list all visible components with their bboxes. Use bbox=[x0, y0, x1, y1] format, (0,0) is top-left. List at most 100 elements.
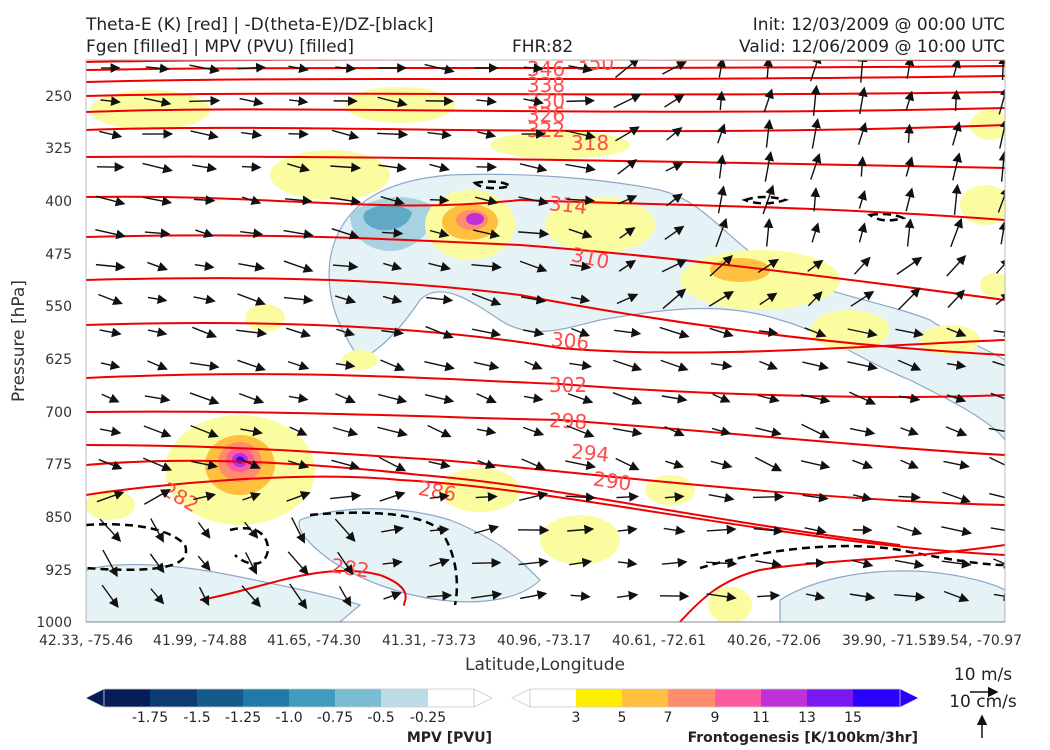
wind-vector bbox=[288, 459, 310, 470]
wind-vector bbox=[810, 60, 822, 82]
wind-vector bbox=[521, 458, 546, 471]
theta-e-label: 338 bbox=[527, 73, 565, 97]
wind-vector bbox=[807, 291, 823, 307]
wind-vector bbox=[291, 517, 305, 544]
wind-vector bbox=[847, 328, 878, 339]
wind-vector bbox=[998, 60, 1005, 81]
wind-vector bbox=[244, 552, 258, 575]
wind-vector bbox=[571, 327, 590, 337]
wind-vector bbox=[425, 325, 454, 339]
x-tick-label: 39.54, -70.97 bbox=[928, 633, 1022, 649]
wind-vector bbox=[99, 518, 122, 542]
wind-vector bbox=[753, 525, 784, 536]
wind-vector bbox=[335, 393, 356, 404]
wind-vector bbox=[424, 360, 455, 372]
wind-vector bbox=[98, 458, 123, 470]
wind-vector bbox=[757, 258, 780, 273]
fgen-colorbar-cell bbox=[511, 688, 531, 708]
fgen-colorbar-cell bbox=[530, 689, 576, 707]
fgen-colorbar-cell bbox=[622, 689, 668, 707]
wind-vector bbox=[377, 129, 409, 140]
x-tick-label: 41.31, -73.73 bbox=[382, 633, 476, 649]
wind-vector bbox=[190, 424, 219, 438]
wind-vector bbox=[946, 393, 967, 403]
wind-vector bbox=[614, 327, 642, 338]
fgen-colorbar-cell bbox=[900, 689, 918, 707]
wind-vector bbox=[518, 196, 549, 207]
wind-vector bbox=[612, 427, 643, 437]
wind-vector bbox=[759, 360, 778, 370]
wind-vector bbox=[619, 226, 636, 239]
mpv-colorbar-tick: -0.75 bbox=[317, 710, 353, 726]
x-axis-label: Latitude,Longitude bbox=[465, 655, 625, 675]
y-axis-label: Pressure [hPa] bbox=[9, 280, 29, 402]
wind-vector bbox=[332, 426, 359, 437]
mpv-colorbar-tick: -1.0 bbox=[275, 710, 302, 726]
wind-vector bbox=[238, 392, 265, 405]
wind-vector bbox=[189, 95, 221, 106]
wind-vector bbox=[427, 424, 452, 438]
wind-vector bbox=[518, 228, 550, 239]
fgen-colorbar-cell bbox=[761, 689, 807, 707]
wind-vector bbox=[520, 590, 548, 600]
wind-vector bbox=[287, 551, 309, 576]
fgen-colorbar-tick: 5 bbox=[618, 710, 627, 726]
wind-vector bbox=[523, 63, 544, 73]
wind-vector bbox=[95, 229, 126, 240]
wind-vector bbox=[950, 217, 963, 248]
wind-vector bbox=[666, 126, 683, 141]
wind-vector bbox=[144, 228, 171, 239]
wind-vector bbox=[896, 525, 923, 536]
wind-vector bbox=[661, 259, 688, 273]
wind-vector bbox=[238, 261, 266, 272]
wind-vector bbox=[189, 64, 220, 75]
wind-vector bbox=[567, 524, 595, 535]
wind-vector bbox=[471, 590, 503, 600]
wind-vector bbox=[189, 361, 220, 371]
wind-vector bbox=[473, 229, 501, 239]
wind-vector bbox=[897, 359, 922, 371]
wind-vector bbox=[241, 162, 262, 172]
wind-vector bbox=[570, 294, 591, 304]
wind-vector bbox=[998, 86, 1005, 115]
wind-vector bbox=[192, 326, 217, 339]
wind-vector bbox=[237, 62, 266, 73]
wind-vector bbox=[143, 425, 172, 438]
wind-vector bbox=[709, 327, 734, 338]
wind-vector bbox=[905, 187, 915, 212]
mpv-colorbar-cell bbox=[85, 688, 105, 708]
wind-vector bbox=[852, 459, 873, 470]
wind-vector bbox=[810, 222, 821, 243]
wind-vector bbox=[661, 61, 687, 75]
wind-vector bbox=[952, 152, 963, 181]
wind-vector bbox=[337, 551, 354, 576]
theta-e-label: 298 bbox=[548, 408, 587, 434]
wind-vector bbox=[244, 521, 259, 539]
fgen-colorbar-cell bbox=[807, 689, 853, 707]
theta-e-label: 322 bbox=[527, 118, 565, 142]
wind-vector bbox=[426, 294, 454, 305]
wind-vector bbox=[659, 326, 690, 339]
wind-vector bbox=[475, 492, 498, 502]
wind-vector bbox=[334, 294, 357, 305]
wind-vector bbox=[334, 518, 356, 542]
wind-vector bbox=[519, 163, 548, 173]
wind-vector bbox=[472, 557, 502, 568]
wind-vector bbox=[665, 459, 685, 469]
wind-vectors bbox=[95, 60, 1005, 610]
wind-vector bbox=[810, 152, 822, 180]
wind-vector bbox=[98, 293, 123, 306]
wind-vector bbox=[716, 60, 727, 78]
wind-vector bbox=[894, 591, 926, 602]
wind-vector bbox=[193, 195, 216, 205]
wind-vector bbox=[568, 63, 593, 74]
wind-vector bbox=[995, 292, 1005, 306]
wind-vector bbox=[898, 393, 921, 404]
wind-vector bbox=[894, 559, 925, 569]
wind-vector bbox=[569, 360, 593, 371]
wind-vector bbox=[706, 524, 737, 535]
y-tick-label: 1000 bbox=[36, 615, 72, 631]
wind-vector bbox=[717, 185, 727, 214]
y-ticks: 250 325 400 475 550 625 700 775 850 925 … bbox=[36, 89, 72, 631]
